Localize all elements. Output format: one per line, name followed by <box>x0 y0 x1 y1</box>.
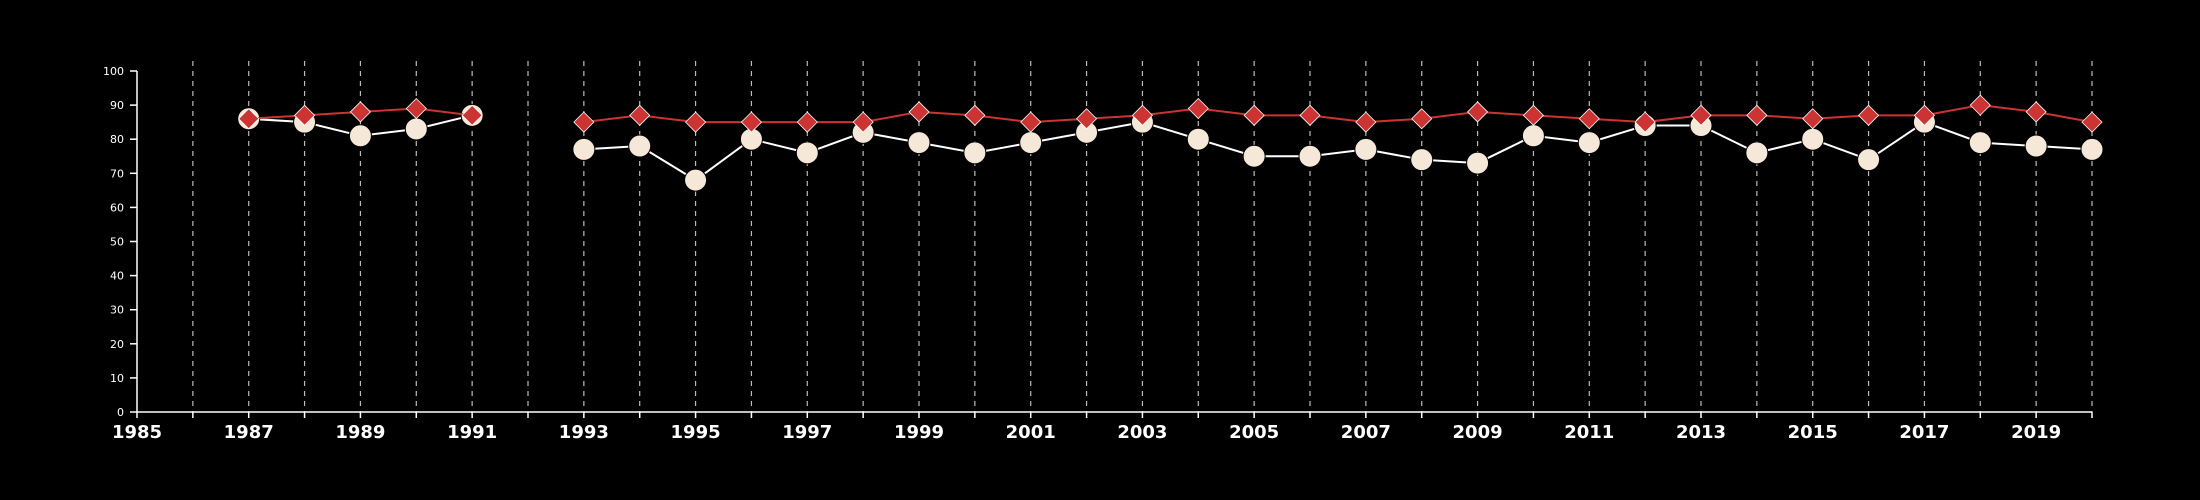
x-tick-label-2003: 2003 <box>1117 422 1167 443</box>
y-tick-label-0: 0 <box>117 406 124 419</box>
y-tick-label-100: 100 <box>103 65 124 78</box>
point-circle-1994 <box>628 134 652 158</box>
x-tick-label-2017: 2017 <box>1899 422 1949 443</box>
point-diamond-2006 <box>1299 104 1321 126</box>
x-tick-label-1989: 1989 <box>335 422 385 443</box>
point-diamond-2010 <box>1522 104 1544 126</box>
point-circle-2000 <box>963 141 987 165</box>
series <box>237 94 2104 192</box>
y-tick-label-90: 90 <box>110 99 124 112</box>
x-tick-label-2007: 2007 <box>1341 422 1391 443</box>
point-circle-2004 <box>1186 127 1210 151</box>
point-diamond-1993 <box>573 111 595 133</box>
x-tick-label-1999: 1999 <box>894 422 944 443</box>
y-tick-label-20: 20 <box>110 338 124 351</box>
point-circle-1989 <box>348 124 372 148</box>
point-diamond-2020 <box>2081 111 2103 133</box>
point-circle-1999 <box>907 131 931 155</box>
point-circle-2009 <box>1466 151 1490 175</box>
grid <box>192 61 2093 412</box>
point-diamond-1987 <box>238 108 260 130</box>
point-diamond-2019 <box>2025 101 2047 123</box>
x-tick-label-1991: 1991 <box>447 422 497 443</box>
point-diamond-1989 <box>349 101 371 123</box>
point-diamond-2007 <box>1355 111 1377 133</box>
series-circle-line-1 <box>583 121 2093 182</box>
point-circle-2006 <box>1298 144 1322 168</box>
point-diamond-1996 <box>740 111 762 133</box>
y-tick-label-70: 70 <box>110 167 124 180</box>
point-circle-2005 <box>1242 144 1266 168</box>
point-diamond-2002 <box>1076 108 1098 130</box>
x-tick-label-2011: 2011 <box>1564 422 1614 443</box>
point-diamond-1991 <box>461 104 483 126</box>
point-circle-2018 <box>1968 131 1992 155</box>
point-circle-1990 <box>404 117 428 141</box>
x-tick-label-1997: 1997 <box>782 422 832 443</box>
point-diamond-2008 <box>1411 108 1433 130</box>
point-diamond-2016 <box>1858 104 1880 126</box>
point-circle-2010 <box>1521 124 1545 148</box>
point-diamond-2014 <box>1746 104 1768 126</box>
point-circle-2016 <box>1857 148 1881 172</box>
point-diamond-2005 <box>1243 104 1265 126</box>
point-diamond-2004 <box>1187 97 1209 120</box>
x-tick-label-2001: 2001 <box>1006 422 1056 443</box>
x-tick-label-2005: 2005 <box>1229 422 1279 443</box>
x-tick-label-1987: 1987 <box>224 422 274 443</box>
x-tick-label-2013: 2013 <box>1676 422 1726 443</box>
point-circle-2020 <box>2080 137 2104 161</box>
point-diamond-1997 <box>796 111 818 133</box>
x-tick-label-1985: 1985 <box>112 422 162 443</box>
point-circle-2014 <box>1745 141 1769 165</box>
point-diamond-1990 <box>405 97 427 120</box>
point-circle-2008 <box>1410 148 1434 172</box>
point-circle-1993 <box>572 137 596 161</box>
y-tick-label-60: 60 <box>110 201 124 214</box>
point-diamond-2018 <box>1969 94 1991 116</box>
point-diamond-1994 <box>629 104 651 126</box>
series-diamond <box>238 94 2103 133</box>
point-diamond-2015 <box>1802 108 1824 130</box>
point-circle-1995 <box>684 168 708 192</box>
point-diamond-1988 <box>294 104 316 126</box>
point-diamond-2017 <box>1913 104 1935 126</box>
x-tick-label-2015: 2015 <box>1788 422 1838 443</box>
point-circle-2019 <box>2024 134 2048 158</box>
x-tick-label-1993: 1993 <box>559 422 609 443</box>
point-diamond-2013 <box>1690 104 1712 126</box>
axes: 0 10 20 30 40 50 60 70 80 90 100 1985 1987 1989 1991 19… <box>103 65 2093 443</box>
point-diamond-1998 <box>852 111 874 133</box>
y-tick-label-80: 80 <box>110 133 124 146</box>
y-tick-label-10: 10 <box>110 372 124 385</box>
y-tick-label-50: 50 <box>110 236 124 249</box>
point-diamond-1999 <box>908 101 930 123</box>
point-diamond-2000 <box>964 104 986 126</box>
y-tick-label-30: 30 <box>110 304 124 317</box>
point-circle-1997 <box>795 141 819 165</box>
x-tick-label-2009: 2009 <box>1453 422 1503 443</box>
point-circle-2015 <box>1801 127 1825 151</box>
point-diamond-2009 <box>1467 101 1489 123</box>
series-diamond-line-1 <box>583 104 2093 124</box>
point-diamond-2003 <box>1131 104 1153 126</box>
point-circle-2011 <box>1577 131 1601 155</box>
point-diamond-1995 <box>685 111 707 133</box>
x-tick-label-1995: 1995 <box>671 422 721 443</box>
point-circle-2001 <box>1019 131 1043 155</box>
point-diamond-2011 <box>1578 108 1600 130</box>
point-diamond-2001 <box>1020 111 1042 133</box>
point-circle-2007 <box>1354 137 1378 161</box>
x-tick-label-2019: 2019 <box>2011 422 2061 443</box>
point-diamond-2012 <box>1634 111 1656 133</box>
y-tick-label-40: 40 <box>110 270 124 283</box>
